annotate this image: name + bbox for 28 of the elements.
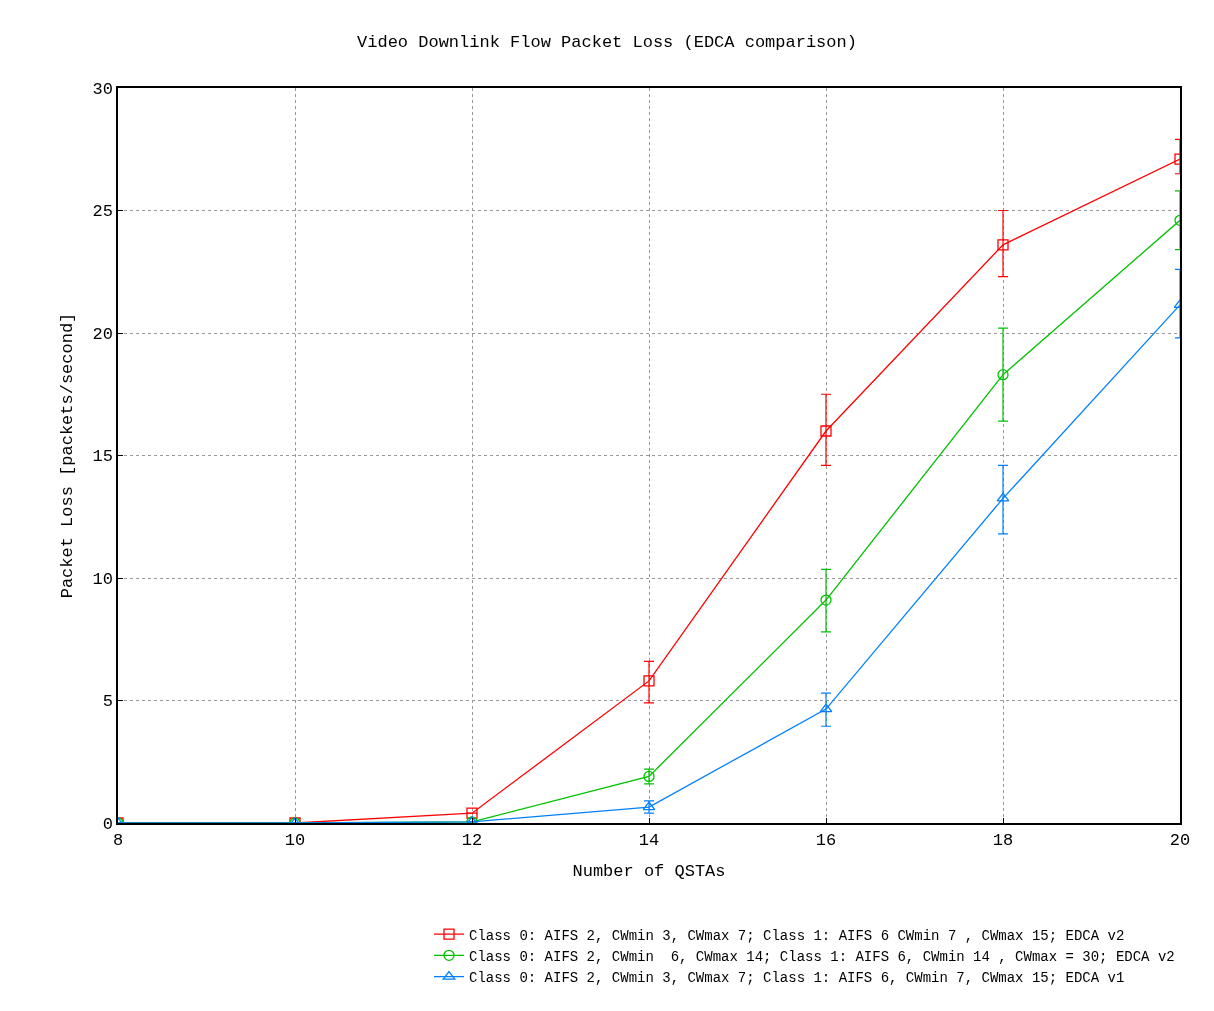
- point: [997, 369, 1009, 381]
- y-tick-label: 5: [102, 692, 113, 712]
- x-tick-label: 16: [815, 831, 837, 851]
- x-tick-label: 12: [461, 831, 483, 851]
- point: [820, 425, 832, 437]
- chart-title: Video Downlink Flow Packet Loss (EDCA comparison): [357, 33, 857, 53]
- x-tick-label: 14: [638, 831, 660, 851]
- y-axis-title: Packet Loss [packets/second]: [58, 312, 78, 599]
- point: [820, 594, 832, 606]
- point: [466, 807, 478, 819]
- point: [819, 703, 833, 713]
- point: [996, 492, 1010, 502]
- y-tick-label: 25: [92, 202, 113, 222]
- legend-label: Class 0: AIFS 2, CWmin 6, CWmax 14; Class 1: AIFS 6, CWmin 14 , CWmax = 30; EDCA v2: [469, 948, 1175, 965]
- x-tick-label: 10: [284, 831, 306, 851]
- y-tick-label: 10: [92, 569, 113, 589]
- y-tick-label: 0: [102, 814, 113, 834]
- x-tick-label: 8: [112, 831, 124, 851]
- x-axis-title: Number of QSTAs: [572, 862, 726, 882]
- y-tick-label: 30: [92, 79, 113, 99]
- point: [997, 239, 1009, 251]
- legend-label: Class 0: AIFS 2, CWmin 3, CWmax 7; Class 1: AIFS 6 CWmin 7 , CWmax 15; EDCA v2: [469, 927, 1125, 944]
- x-tick-label: 20: [1169, 831, 1191, 851]
- point: [643, 675, 655, 687]
- y-tick-label: 15: [92, 447, 113, 467]
- x-tick-label: 18: [992, 831, 1014, 851]
- y-tick-label: 20: [92, 324, 113, 344]
- legend-label: Class 0: AIFS 2, CWmin 3, CWmax 7; Class 1: AIFS 6, CWmin 7, CWmax 15; EDCA v1: [469, 970, 1125, 987]
